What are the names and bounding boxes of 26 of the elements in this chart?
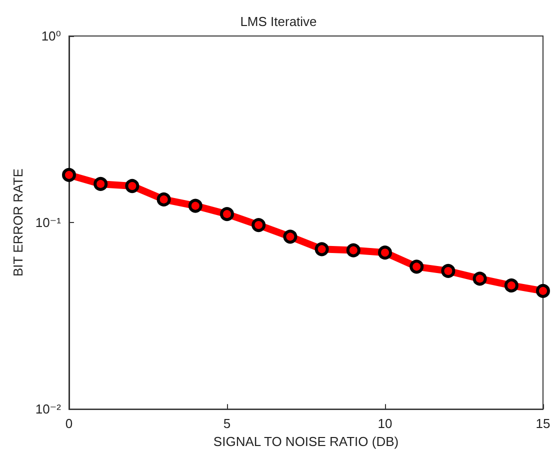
point — [62, 168, 76, 182]
point — [472, 272, 487, 286]
x-tick-label: 5 — [223, 416, 231, 432]
point — [410, 260, 424, 274]
point — [378, 246, 392, 260]
point — [441, 264, 456, 278]
y-tick-label: 10⁰ — [41, 28, 61, 44]
point — [536, 284, 550, 298]
y-axis-title: BIT ERROR RATE — [10, 168, 26, 276]
point — [220, 207, 234, 222]
point — [283, 230, 298, 244]
point — [252, 218, 266, 232]
x-tick-label: 0 — [65, 416, 73, 432]
x-tick-label: 15 — [536, 416, 550, 432]
y-tick-label: 10⁻¹ — [35, 215, 62, 230]
point — [188, 198, 202, 213]
x-tick-label: 10 — [378, 416, 392, 432]
point — [314, 242, 329, 256]
chart-title: LMS Iterative — [240, 14, 317, 29]
point — [156, 192, 171, 206]
x-axis-title: SIGNAL TO NOISE RATIO (DB) — [213, 434, 399, 449]
point — [504, 278, 518, 292]
point — [94, 176, 108, 191]
point — [346, 243, 360, 258]
y-tick-label: 10⁻² — [35, 402, 62, 417]
point — [125, 179, 140, 193]
